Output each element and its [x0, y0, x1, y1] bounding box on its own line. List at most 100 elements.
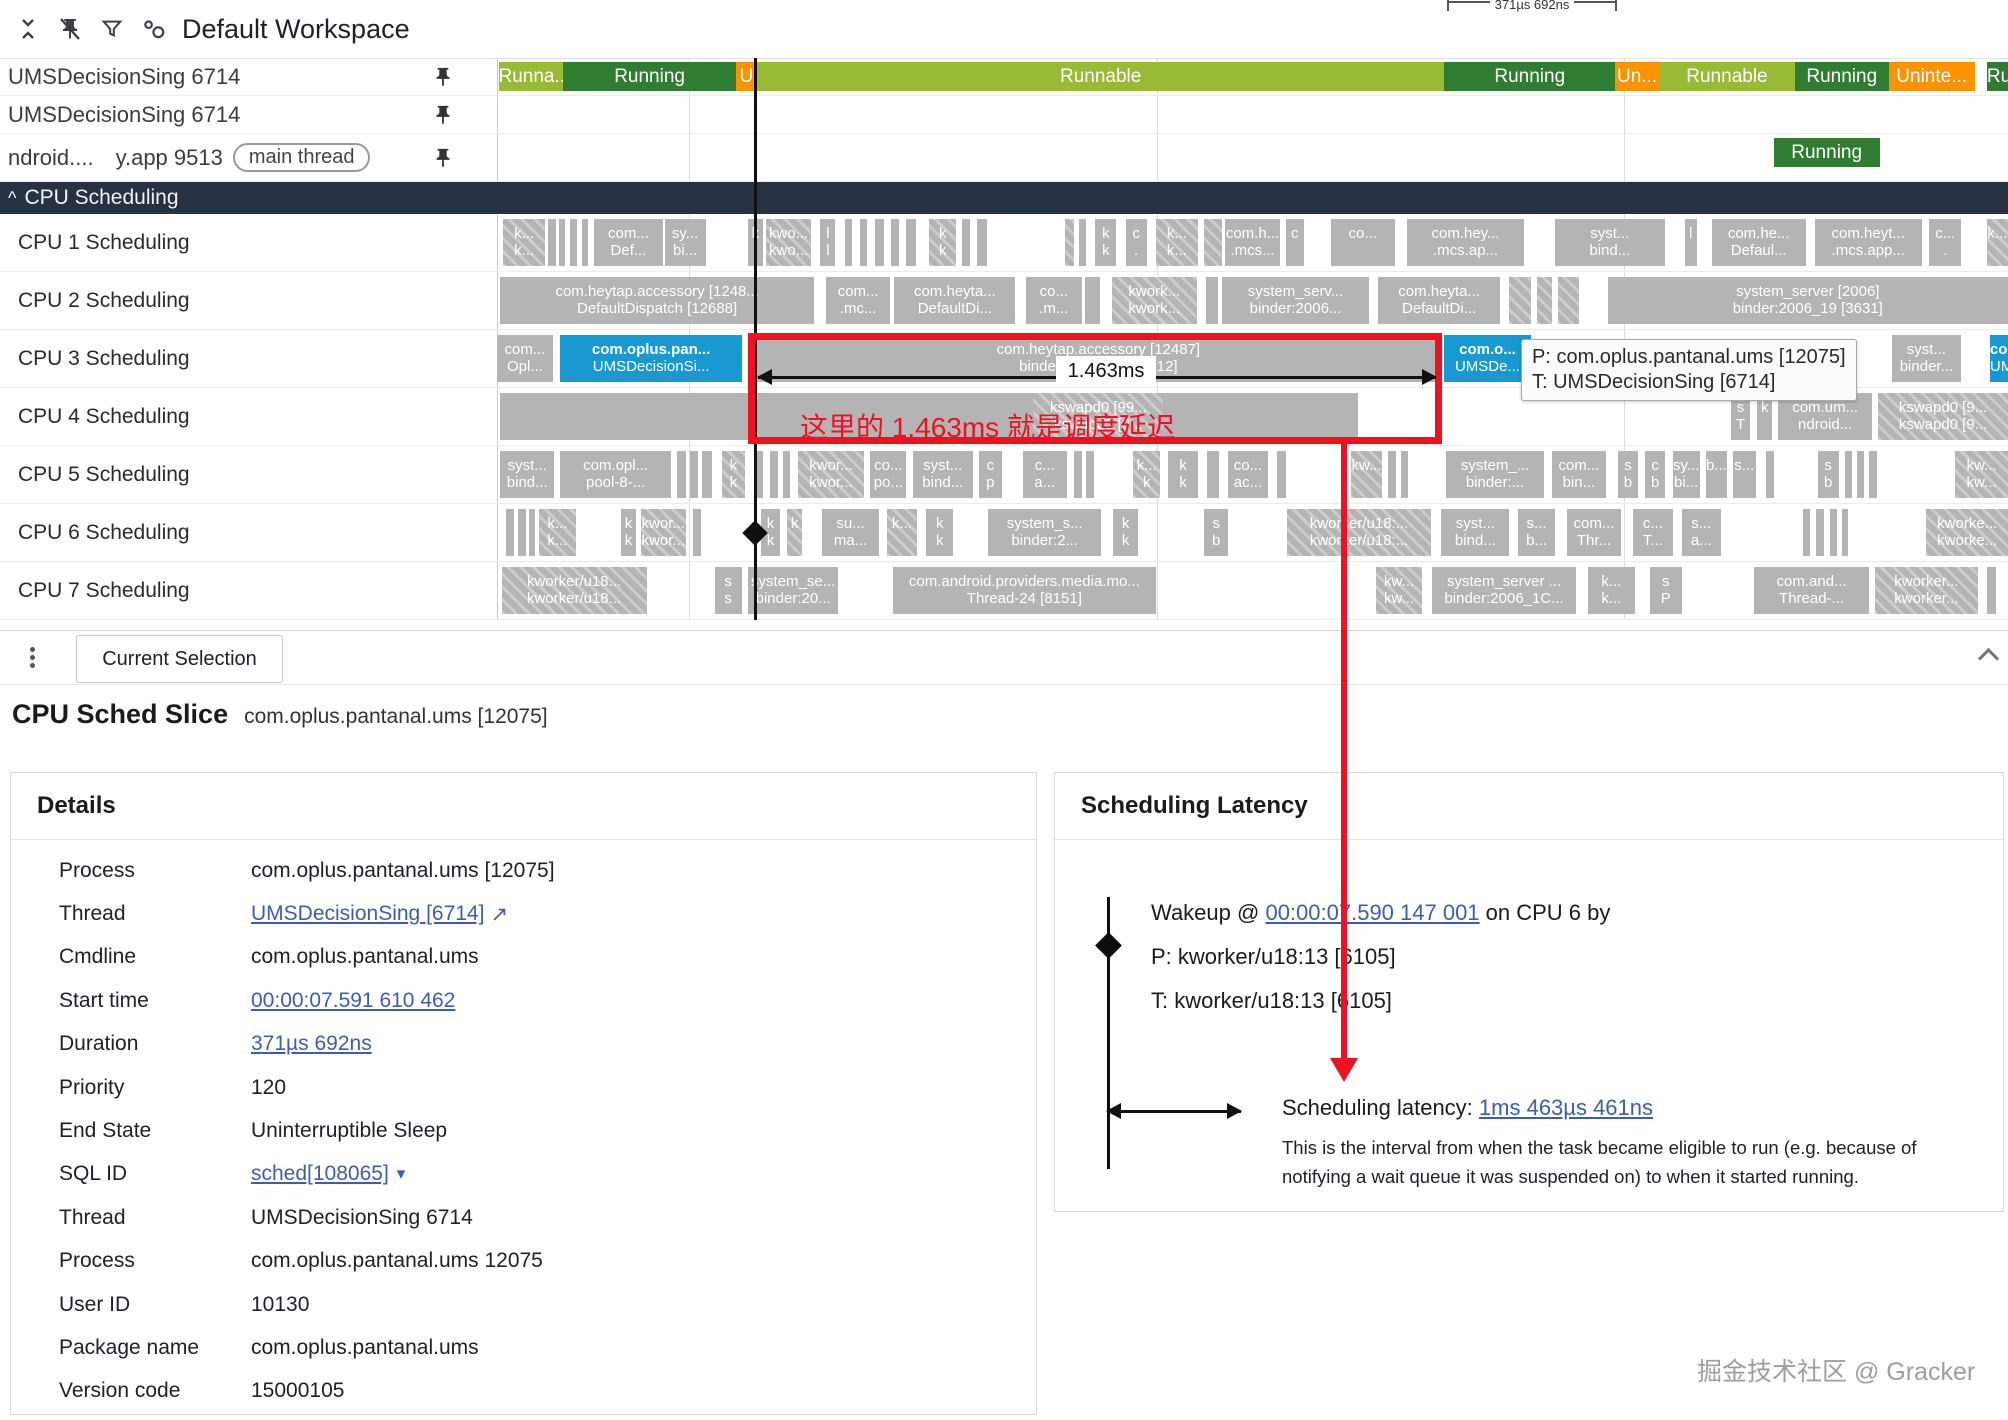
- timeline-slice[interactable]: syst... binder...: [1891, 335, 1962, 382]
- timeline-slice[interactable]: kworker/u18... kworker/u18...: [501, 567, 647, 614]
- timeline-slice[interactable]: com.opl... pool-8-...: [560, 451, 671, 498]
- timeline-slice[interactable]: co... ac...: [1228, 451, 1268, 498]
- timeline-slice[interactable]: Running: [1444, 62, 1616, 91]
- timeline-slice[interactable]: kw...: [1350, 451, 1383, 498]
- timeline-slice[interactable]: [690, 451, 698, 498]
- timeline-slice[interactable]: [581, 219, 588, 266]
- timeline-slice[interactable]: [569, 219, 578, 266]
- timeline-slice[interactable]: kw... kw...: [1955, 451, 2008, 498]
- timeline-slice[interactable]: [693, 509, 701, 556]
- track-name[interactable]: UMSDecisionSing 6714: [8, 63, 241, 89]
- panel-collapse-icon[interactable]: [1977, 647, 2000, 670]
- timeline-slice[interactable]: [1163, 393, 1359, 440]
- detail-value-link[interactable]: 00:00:07.591 610 462: [251, 988, 456, 1012]
- timeline-slice[interactable]: [1856, 451, 1865, 498]
- track-name[interactable]: CPU 4 Scheduling: [18, 404, 190, 428]
- filter-icon[interactable]: [98, 15, 126, 43]
- timeline-slice[interactable]: [859, 219, 868, 266]
- timeline-slice[interactable]: [1868, 451, 1877, 498]
- kebab-menu-icon[interactable]: [22, 644, 42, 674]
- pin-icon[interactable]: [432, 147, 454, 169]
- timeline-slice[interactable]: Un...: [1615, 62, 1659, 91]
- timeline-slice[interactable]: system_server [2006] binder:2006_19 [3631…: [1607, 277, 2008, 324]
- timeline-slice[interactable]: k: [1757, 393, 1773, 440]
- timeline-slice[interactable]: com.android.providers.media.mo... Thread-…: [892, 567, 1156, 614]
- timeline-slice[interactable]: kwor... kwor...: [640, 509, 686, 556]
- cpu-scheduling-group-header[interactable]: ^ CPU Scheduling: [0, 182, 2008, 214]
- timeline-slice[interactable]: syst... bind...: [1441, 509, 1510, 556]
- timeline-slice[interactable]: c... a...: [1022, 451, 1067, 498]
- timeline-slice[interactable]: [1078, 219, 1087, 266]
- timeline-slice[interactable]: U: [735, 62, 757, 91]
- timeline-slice[interactable]: [1204, 219, 1223, 266]
- timeline-slice[interactable]: system_... binder:...: [1445, 451, 1545, 498]
- wakeup-timestamp-link[interactable]: 00:00:07.590 147 001: [1265, 900, 1480, 925]
- timeline-slice[interactable]: [1065, 219, 1075, 266]
- detail-value-link[interactable]: UMSDecisionSing [6714]: [251, 902, 485, 926]
- timeline-slice[interactable]: [702, 451, 712, 498]
- timeline-slice[interactable]: com.heytap.accessory [1248... DefaultDisp…: [500, 277, 815, 324]
- timeline-slice[interactable]: l: [1684, 219, 1697, 266]
- timeline-slice[interactable]: [558, 219, 565, 266]
- timeline-slice[interactable]: [1802, 509, 1811, 556]
- timeline-slice[interactable]: s... a...: [1681, 509, 1721, 556]
- timeline-slice[interactable]: Runnable: [1658, 62, 1795, 91]
- timeline-slice[interactable]: c: [1285, 219, 1304, 266]
- workspace-icon[interactable]: [140, 15, 168, 43]
- latency-value-link[interactable]: 1ms 463µs 461ns: [1478, 1095, 1654, 1120]
- pin-off-icon[interactable]: [56, 15, 84, 43]
- timeline-slice[interactable]: com.h... .mcs...: [1225, 219, 1280, 266]
- timeline-slice[interactable]: com... Thr...: [1566, 509, 1622, 556]
- timeline-slice[interactable]: Ru...: [1986, 62, 2008, 91]
- timeline-slice[interactable]: com... Def...: [593, 219, 664, 266]
- tab-current-selection[interactable]: Current Selection: [76, 635, 283, 683]
- timeline-slice[interactable]: [1766, 451, 1774, 498]
- timeline-slice[interactable]: [1207, 451, 1220, 498]
- collapse-chevron-icon[interactable]: ^: [8, 188, 17, 208]
- timeline-slice[interactable]: kwo... kwo...: [765, 219, 812, 266]
- timeline-slice[interactable]: [1844, 451, 1853, 498]
- timeline-slice[interactable]: [1400, 451, 1409, 498]
- timeline-slice[interactable]: co... .m...: [1025, 277, 1082, 324]
- external-link-icon[interactable]: ↗: [490, 902, 509, 926]
- timeline-slice[interactable]: system_se... binder:20...: [747, 567, 839, 614]
- timeline-slice[interactable]: co...: [1331, 219, 1395, 266]
- timeline-slice[interactable]: [874, 219, 884, 266]
- timeline-slice[interactable]: syst... bind...: [500, 451, 555, 498]
- timeline-slice[interactable]: system_s... binder:2...: [988, 509, 1102, 556]
- timeline-slice[interactable]: [1509, 277, 1531, 324]
- timeline-slice[interactable]: kworke... kworke...: [1926, 509, 2008, 556]
- timeline-slice[interactable]: k... k...: [539, 509, 576, 556]
- timeline-slice[interactable]: k: [787, 509, 803, 556]
- track-name[interactable]: ndroid.... y.app 9513 main thread: [8, 134, 371, 181]
- timeline-slice[interactable]: com... bin...: [1551, 451, 1607, 498]
- detail-value-link[interactable]: 371µs 692ns: [251, 1032, 372, 1056]
- timeline-slice[interactable]: kwork... kwork...: [1111, 277, 1197, 324]
- timeline-slice[interactable]: com.heyta... DefaultDi...: [1377, 277, 1501, 324]
- timeline-slice[interactable]: [548, 219, 556, 266]
- timeline-slice[interactable]: kworker... kworker...: [1875, 567, 1978, 614]
- timeline-slice[interactable]: [1557, 277, 1579, 324]
- timeline-slice[interactable]: c.: [1125, 219, 1147, 266]
- detail-value-link[interactable]: sched[108065]: [251, 1162, 389, 1186]
- timeline-slice[interactable]: com.oplus.pan... UMSDecisionSi...: [560, 335, 742, 382]
- timeline-slice[interactable]: s...: [1732, 451, 1756, 498]
- timeline-slice[interactable]: [1986, 567, 1996, 614]
- track-name[interactable]: CPU 6 Scheduling: [18, 520, 190, 544]
- pin-icon[interactable]: [432, 104, 454, 126]
- timeline-slice[interactable]: k... k...: [1155, 219, 1199, 266]
- timeline-slice[interactable]: kswapd0 [9... kswapd0 [9...: [1878, 393, 2008, 440]
- timeline-slice[interactable]: [891, 219, 899, 266]
